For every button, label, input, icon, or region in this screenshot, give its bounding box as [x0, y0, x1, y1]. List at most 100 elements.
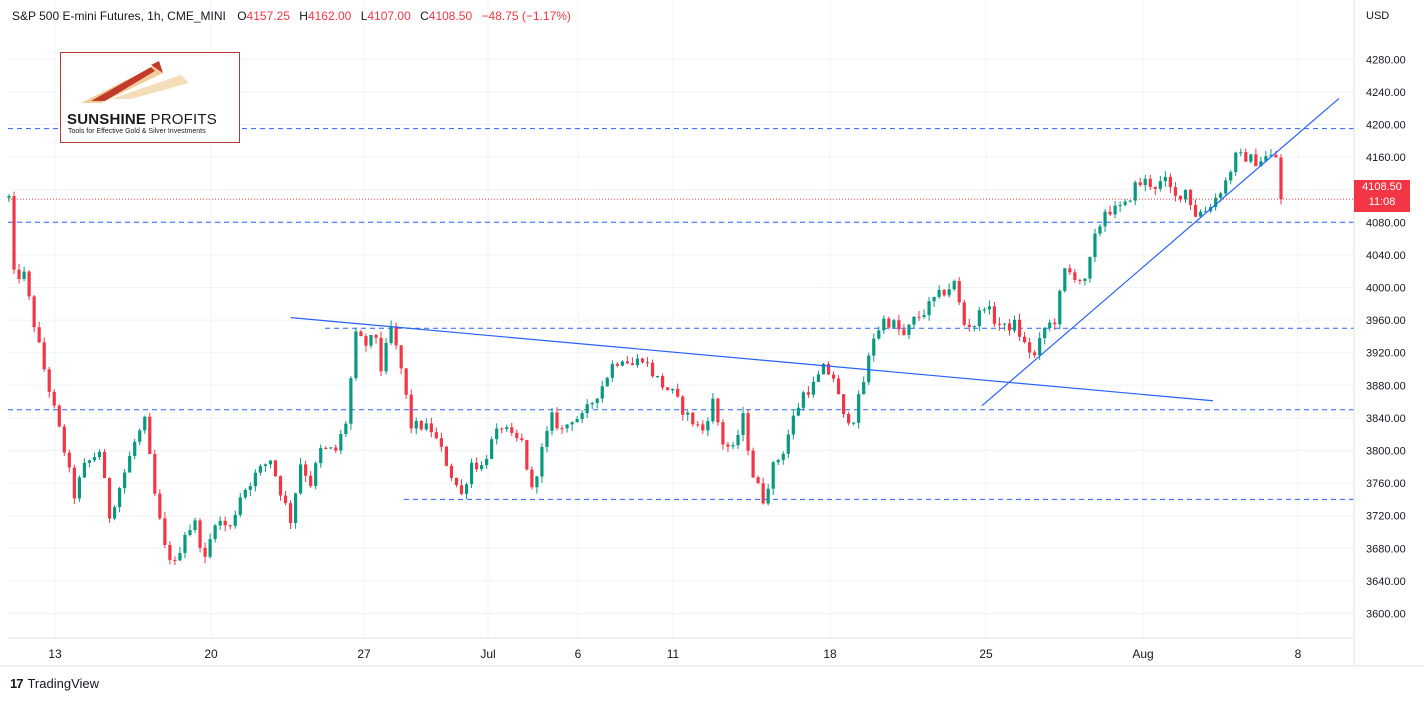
- candle-body: [243, 489, 247, 498]
- candle-body: [781, 453, 785, 461]
- candle-body: [52, 391, 56, 406]
- candle-body: [505, 427, 509, 430]
- candle-body: [1128, 200, 1132, 202]
- x-tick-label: 8: [1295, 647, 1302, 661]
- candle-body: [575, 419, 579, 423]
- candle-body: [278, 476, 283, 496]
- candle-body: [681, 396, 685, 415]
- candle-body: [776, 460, 780, 463]
- candle-body: [590, 402, 594, 405]
- candle-body: [1198, 211, 1203, 217]
- candle-body: [47, 369, 51, 392]
- candle-body: [72, 467, 76, 499]
- y-tick-label: 3840.00: [1366, 413, 1406, 425]
- candle-body: [97, 451, 102, 458]
- last-price: 4108.50: [1362, 181, 1402, 193]
- low-value: 4107.00: [367, 9, 411, 23]
- candle-body: [304, 464, 308, 476]
- x-tick-label: 13: [48, 647, 62, 661]
- candle-body: [444, 446, 449, 466]
- x-tick-label: 20: [204, 647, 218, 661]
- candle-body: [429, 423, 433, 433]
- change-value: −48.75 (−1.17%): [481, 9, 571, 23]
- candle-body: [309, 475, 313, 486]
- candle-body: [736, 434, 740, 446]
- y-tick-label: 4160.00: [1366, 152, 1406, 164]
- candle-body: [1183, 189, 1188, 200]
- candle-body: [183, 534, 187, 554]
- candle-body: [515, 432, 519, 439]
- candle-body: [877, 330, 881, 339]
- candle-body: [1163, 176, 1167, 182]
- candle-body: [907, 324, 911, 335]
- logo-title-thin: PROFITS: [146, 111, 217, 128]
- y-tick-label: 4000.00: [1366, 283, 1406, 295]
- candle-body: [535, 476, 539, 488]
- candle-body: [1098, 226, 1102, 234]
- high-label: H: [299, 9, 308, 23]
- candle-body: [595, 398, 599, 403]
- close-label: C: [420, 9, 429, 23]
- high-value: 4162.00: [307, 9, 352, 23]
- candle-body: [1083, 278, 1087, 281]
- candle-body: [525, 440, 529, 470]
- candle-body: [42, 342, 46, 370]
- candle-body: [1173, 187, 1178, 196]
- candle-body: [1058, 290, 1062, 325]
- candle-body: [666, 387, 670, 391]
- x-tick-label: Aug: [1132, 647, 1153, 661]
- candle-body: [118, 488, 122, 508]
- candle-body: [771, 462, 775, 489]
- candle-body: [1028, 342, 1032, 353]
- candle-body: [1244, 152, 1248, 162]
- open-value: 4157.25: [246, 9, 290, 23]
- candle-body: [369, 335, 373, 346]
- candle-body: [138, 430, 142, 442]
- y-tick-label: 4080.00: [1366, 217, 1406, 229]
- candle-body: [419, 420, 423, 430]
- candle-body: [1022, 336, 1027, 343]
- candle-body: [334, 447, 338, 451]
- candle-body: [1048, 322, 1052, 329]
- candle-body: [751, 450, 755, 478]
- candle-body: [716, 398, 720, 423]
- candle-body: [610, 363, 614, 378]
- candle-body: [992, 306, 997, 324]
- candle-body: [233, 514, 237, 526]
- candle-body: [218, 520, 222, 526]
- candle-body: [299, 464, 303, 494]
- candle-body: [706, 421, 710, 431]
- candle-body: [409, 394, 413, 429]
- candle-body: [897, 320, 901, 330]
- candle-body: [193, 520, 197, 531]
- candle-body: [555, 412, 559, 429]
- candle-body: [128, 455, 132, 473]
- candle-body: [404, 368, 408, 395]
- candle-body: [464, 484, 469, 494]
- candle-body: [329, 447, 333, 449]
- tradingview-branding[interactable]: 17 TradingView: [10, 676, 99, 691]
- candle-body: [1103, 211, 1107, 227]
- candle-body: [892, 320, 896, 328]
- candle-body: [1264, 156, 1268, 162]
- candle-body: [77, 477, 81, 499]
- candle-body: [1224, 180, 1228, 194]
- candle-body: [761, 483, 765, 504]
- candle-body: [927, 301, 931, 316]
- candle-body: [173, 559, 177, 561]
- candle-body: [1053, 322, 1057, 325]
- candle-body: [1203, 211, 1208, 213]
- x-tick-label: 18: [823, 647, 837, 661]
- candle-body: [625, 361, 630, 364]
- candle-body: [238, 497, 242, 515]
- candle-body: [273, 460, 278, 477]
- candle-body: [801, 392, 805, 408]
- candle-body: [836, 378, 841, 395]
- candle-body: [701, 424, 705, 431]
- candle-body: [354, 331, 358, 379]
- candle-body: [857, 394, 861, 423]
- y-tick-label: 3600.00: [1366, 609, 1406, 621]
- candle-body: [741, 413, 745, 435]
- candle-body: [1113, 205, 1117, 215]
